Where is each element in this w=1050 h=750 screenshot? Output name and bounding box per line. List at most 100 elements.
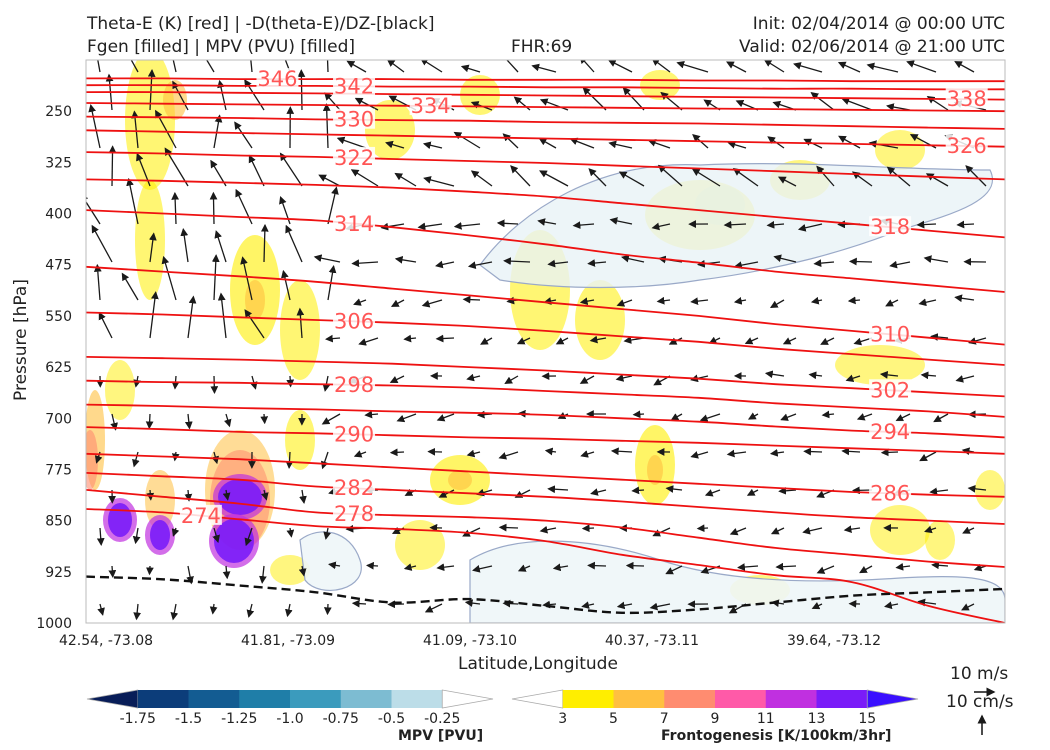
- theta-e-contour-310: [86, 265, 1005, 346]
- wind-vector: [464, 599, 481, 607]
- theta-e-label-bg: [333, 477, 376, 498]
- wind-vector: [625, 561, 645, 570]
- theta-e-contour-306: [86, 311, 1005, 366]
- wind-vector: [961, 603, 975, 611]
- wind-vector: [729, 527, 747, 536]
- wind-vector: [622, 87, 645, 111]
- wind-vector: [502, 599, 519, 608]
- wind-vector: [96, 527, 105, 546]
- wind-vector: [726, 449, 747, 458]
- wind-vector: [285, 603, 293, 618]
- theta-e-label-bg: [333, 502, 376, 523]
- wind-vector: [320, 451, 329, 470]
- wind-vector: [436, 413, 455, 422]
- wind-vector: [327, 186, 339, 225]
- wind-vector: [704, 489, 721, 497]
- wind-vector: [326, 60, 329, 73]
- wind-vector: [436, 563, 455, 572]
- wind-vector: [923, 255, 949, 263]
- wind-vector: [164, 147, 189, 187]
- wind-vector: [279, 152, 303, 187]
- theta-e-label-bg: [869, 420, 912, 441]
- wind-vector: [513, 96, 531, 111]
- wind-vector: [843, 525, 861, 534]
- wind-vector: [97, 60, 101, 73]
- theta-e-contour-302: [86, 356, 1005, 398]
- wind-vector: [180, 228, 189, 263]
- wind-vector: [732, 168, 759, 187]
- wind-vector: [108, 565, 117, 578]
- wind-vector: [394, 255, 417, 264]
- wind-vector: [286, 527, 295, 538]
- wind-vector: [149, 291, 159, 339]
- wind-vector: [353, 298, 367, 306]
- mpv-colorbar-swatch: [290, 690, 342, 708]
- theta-e-contour-318: [86, 178, 1005, 239]
- wind-vector: [539, 170, 569, 187]
- wind-vector: [250, 60, 253, 73]
- wind-vector: [462, 527, 481, 537]
- y-tick-label: 325: [45, 155, 72, 171]
- fgen-fill-area: [647, 455, 663, 485]
- wind-vector: [396, 413, 417, 423]
- wind-vector: [325, 334, 341, 343]
- fgen-fill-area: [214, 519, 254, 563]
- wind-vector: [389, 375, 405, 383]
- fgen-fill-area: [163, 80, 187, 120]
- wind-vector: [353, 450, 367, 458]
- wind-vector: [172, 80, 189, 111]
- fgen-fill-area: [108, 503, 132, 537]
- y-tick-label: 400: [45, 207, 72, 223]
- wind-vector: [235, 188, 253, 225]
- theta-e-label-274: 274: [181, 504, 221, 528]
- y-tick-label: 850: [45, 514, 72, 530]
- wind-vector: [285, 451, 294, 469]
- wind-vector: [260, 413, 269, 425]
- wind-vector: [579, 375, 595, 384]
- theta-e-label-bg: [256, 68, 299, 89]
- theta-e-label-282: 282: [334, 476, 374, 500]
- y-tick-label: 925: [45, 565, 72, 581]
- wind-key-vertical: 10 cm/s: [946, 692, 1014, 712]
- wind-vector: [502, 133, 519, 149]
- fgen-fill-area: [640, 70, 680, 100]
- wind-vector: [346, 60, 367, 73]
- wind-vector: [503, 257, 531, 266]
- fgen-fill-area: [86, 430, 98, 490]
- wind-vector: [261, 489, 269, 501]
- theta-e-contour-338: [86, 91, 1005, 101]
- wind-vector: [933, 413, 949, 423]
- forecast-hour: FHR:69: [511, 37, 573, 57]
- theta-e-label-334: 334: [411, 94, 451, 118]
- wind-vector: [690, 451, 709, 459]
- wind-vector: [91, 224, 113, 263]
- fgen-colorbar-tick-label: 13: [808, 711, 826, 727]
- wind-vector: [539, 98, 569, 111]
- wind-vector: [727, 140, 747, 149]
- theta-e-contour-330: [86, 115, 1005, 130]
- theta-e-contour-326: [86, 129, 1005, 148]
- wind-vector: [579, 297, 595, 306]
- wind-vector: [244, 309, 265, 339]
- wind-vector: [364, 410, 379, 419]
- wind-vector: [647, 139, 671, 149]
- wind-vector: [537, 218, 557, 226]
- wind-vector: [737, 563, 759, 571]
- wind-vector: [187, 295, 197, 339]
- wind-vector: [917, 598, 937, 607]
- fgen-colorbar-label: Frontogenesis [K/100km/3hr]: [661, 728, 892, 744]
- wind-vector: [542, 600, 557, 609]
- mpv-colorbar-tick-label: -1.75: [120, 711, 156, 727]
- wind-vector: [210, 375, 219, 394]
- wind-vector: [211, 254, 220, 301]
- fgen-colorbar-swatch: [664, 690, 716, 708]
- wind-vector: [321, 413, 341, 425]
- wind-vector: [802, 526, 823, 535]
- mpv-colorbar-tick-label: -0.75: [323, 711, 359, 727]
- wind-vector: [547, 485, 569, 494]
- chart-title-line2: Fgen [filled] | MPV (PVU) [filled]: [87, 37, 356, 57]
- wind-vector: [820, 337, 835, 345]
- wind-vector: [747, 412, 759, 420]
- wind-vector: [656, 296, 671, 305]
- wind-vector: [299, 489, 307, 504]
